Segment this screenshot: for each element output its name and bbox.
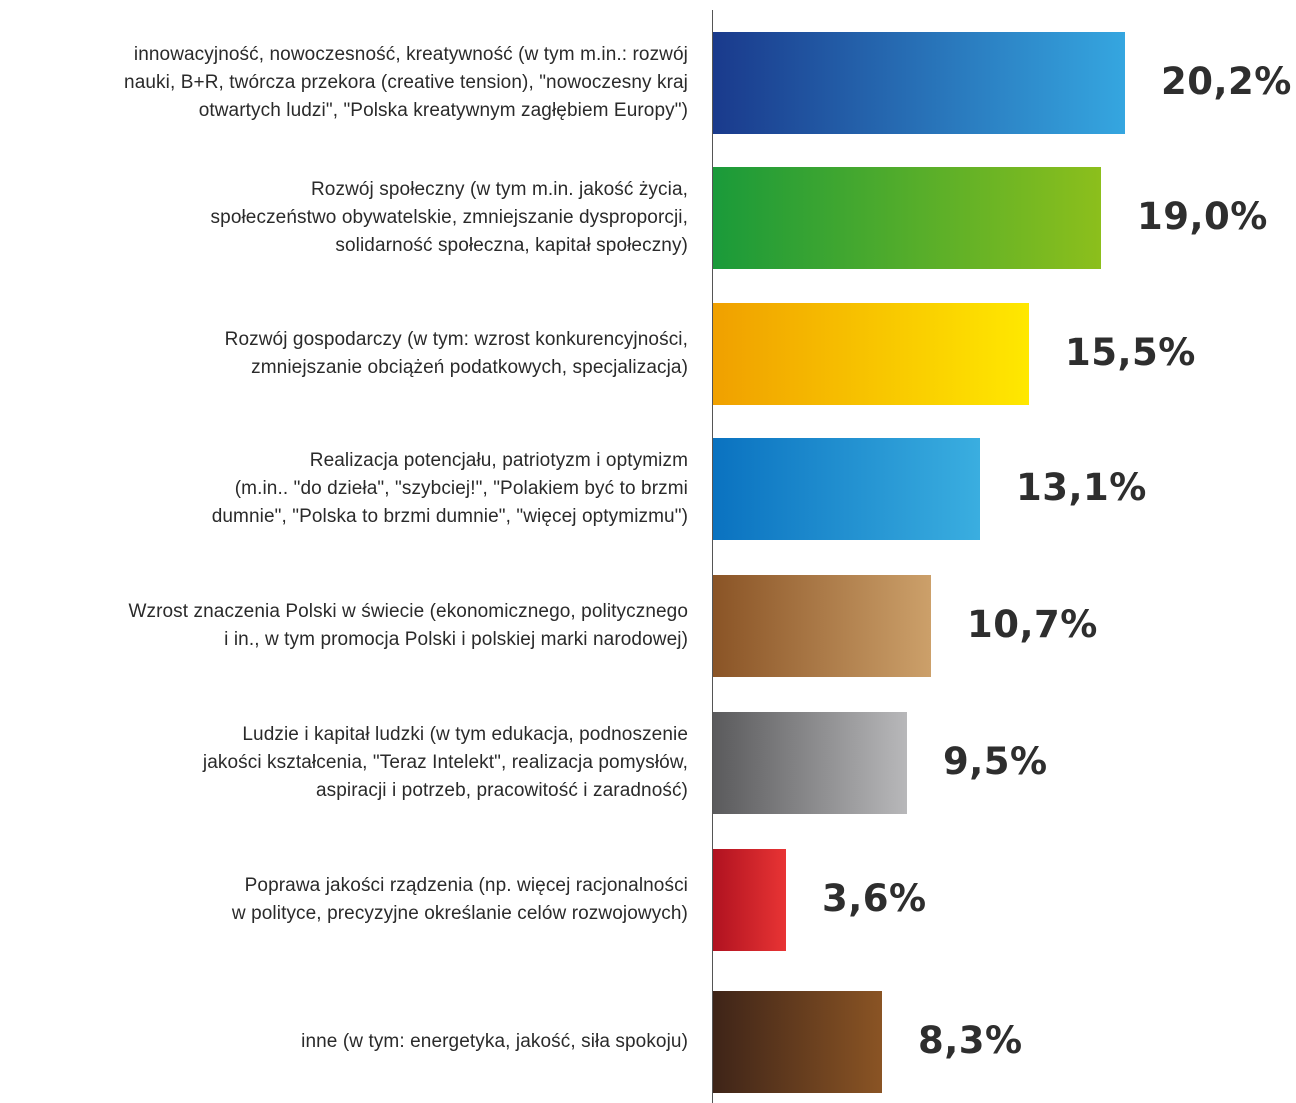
category-label-7: Poprawa jakości rządzenia (np. więcej ra… (231, 875, 688, 924)
bar-6 (713, 712, 907, 814)
category-label-3: Rozwój gospodarczy (w tym: wzrost konkur… (224, 329, 688, 378)
value-label-6: 9,5% (943, 740, 1048, 783)
bar-7 (713, 849, 786, 951)
category-label-5: Wzrost znaczenia Polski w świecie (ekono… (128, 601, 688, 650)
bar-1 (713, 32, 1125, 134)
bar-3 (713, 303, 1029, 405)
category-label-6: Ludzie i kapitał ludzki (w tym edukacja,… (202, 724, 688, 801)
bar-2 (713, 167, 1101, 269)
category-label-2: Rozwój społeczny (w tym m.in. jakość życ… (210, 179, 688, 256)
value-label-5: 10,7% (967, 603, 1098, 646)
value-label-2: 19,0% (1137, 195, 1268, 238)
value-label-3: 15,5% (1065, 331, 1196, 374)
category-axis-line (712, 10, 713, 1103)
category-label-1: innowacyjność, nowoczesność, kreatywność… (124, 44, 688, 121)
category-label-4: Realizacja potencjału, patriotyzm i opty… (211, 450, 688, 527)
bar-8 (713, 991, 882, 1093)
value-label-8: 8,3% (918, 1019, 1023, 1062)
bar-5 (713, 575, 931, 677)
bar-4 (713, 438, 980, 540)
value-label-7: 3,6% (822, 877, 927, 920)
value-label-4: 13,1% (1016, 466, 1147, 509)
category-label-8: inne (w tym: energetyka, jakość, siła sp… (301, 1031, 688, 1052)
value-label-1: 20,2% (1161, 60, 1292, 103)
